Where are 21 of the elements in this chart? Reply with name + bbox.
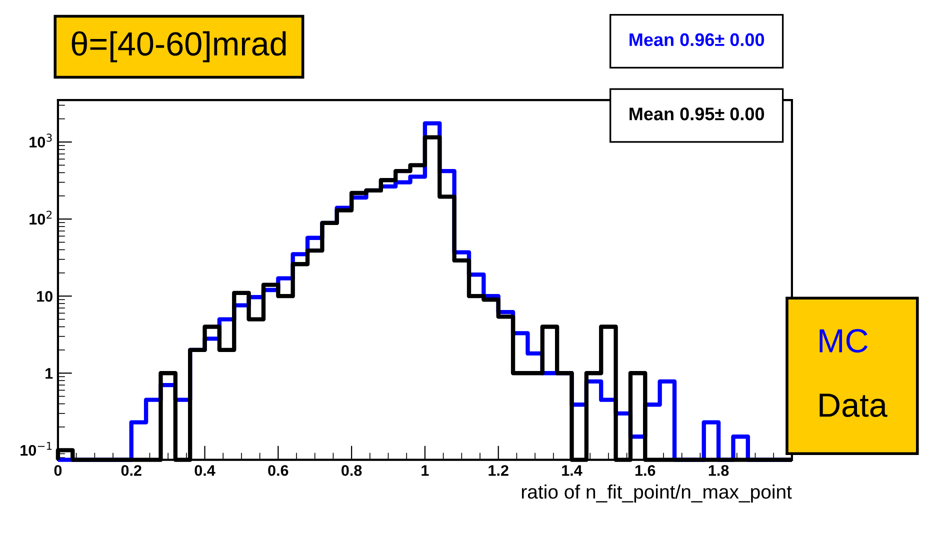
x-tick-label: 1.4 bbox=[562, 465, 582, 476]
chart-title: θ=[40-60]mrad bbox=[72, 31, 286, 62]
x-tick-label: 0 bbox=[54, 465, 62, 476]
text: MC bbox=[820, 328, 868, 353]
annotation: Mean 0.95± 0.00 bbox=[630, 108, 764, 120]
x-tick-label: 1.6 bbox=[635, 465, 656, 476]
y-tick-label: 10$^{3}$ bbox=[30, 134, 52, 148]
y-tick-label: 10 bbox=[37, 290, 52, 302]
y-tick-label: 1 bbox=[46, 368, 53, 379]
text: Mean 0.96± 0.00 bbox=[630, 33, 764, 46]
x-tick-label: 0.2 bbox=[121, 465, 142, 476]
x-axis-title: ratio of n_fit_point/n_max_point bbox=[522, 484, 792, 503]
y-tick-label: 10$^{2}$ bbox=[30, 210, 52, 225]
series-label: Data bbox=[820, 394, 888, 417]
x-tick-label: 0.8 bbox=[342, 465, 362, 476]
x-tick-label: 1.2 bbox=[488, 465, 508, 476]
x-tick-label: 0.4 bbox=[194, 465, 216, 476]
y-tick-label: 10$^{−1}$ bbox=[20, 442, 52, 456]
x-tick-label: 1.8 bbox=[708, 465, 729, 476]
x-tick-label: 1 bbox=[422, 465, 429, 476]
x-tick-label: 0.6 bbox=[268, 465, 288, 476]
